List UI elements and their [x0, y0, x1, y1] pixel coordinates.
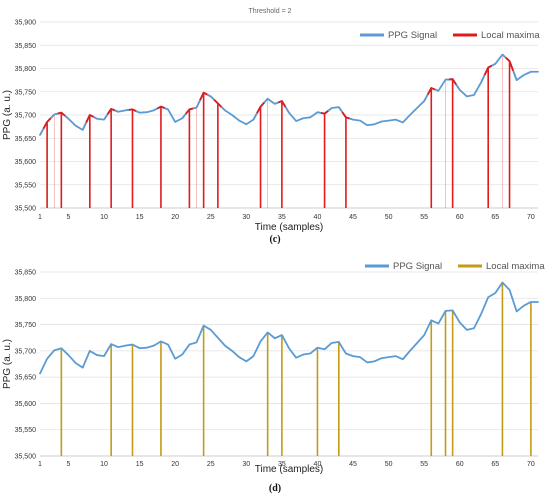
panel-caption: (d) [269, 483, 281, 494]
x-tick-label: 20 [171, 461, 179, 468]
legend-label-ppg: PPG Signal [393, 261, 442, 272]
x-tick-label: 35 [278, 461, 286, 468]
x-tick-label: 1 [38, 461, 42, 468]
y-tick-label: 35,850 [15, 43, 37, 50]
x-tick-label: 40 [314, 214, 322, 221]
y-tick-label: 35,600 [15, 401, 37, 408]
x-tick-label: 70 [527, 461, 535, 468]
local-maxima-segment [156, 105, 165, 110]
y-axis-label: PPG (a. u.) [2, 90, 13, 140]
y-tick-label: 35,750 [15, 322, 37, 329]
x-tick-label: 15 [136, 214, 144, 221]
y-tick-label: 35,700 [15, 348, 37, 355]
y-tick-label: 35,550 [15, 182, 37, 189]
x-tick-label: 65 [491, 214, 499, 221]
ppg-signal-line [39, 281, 539, 375]
local-maxima-segment [42, 117, 52, 129]
y-tick-label: 35,700 [15, 113, 37, 120]
local-maxima-segment [128, 108, 137, 112]
y-tick-label: 35,850 [15, 270, 37, 277]
legend-label-ppg: PPG Signal [388, 30, 437, 41]
x-tick-label: 1 [38, 214, 42, 221]
x-tick-label: 45 [349, 214, 357, 221]
x-tick-label: 55 [420, 461, 428, 468]
x-tick-label: 70 [527, 214, 535, 221]
x-tick-label: 5 [67, 461, 71, 468]
local-maxima-segment [483, 64, 493, 76]
local-maxima-segment [199, 91, 208, 101]
local-maxima-segment [320, 110, 329, 115]
y-tick-label: 35,800 [15, 296, 37, 303]
y-tick-label: 35,800 [15, 66, 37, 73]
local-maxima-segment [57, 111, 66, 117]
x-tick-label: 50 [385, 461, 393, 468]
panel-caption: (c) [269, 234, 280, 245]
x-tick-label: 15 [136, 461, 144, 468]
x-tick-label: 60 [456, 214, 464, 221]
chart-panel-c: 35,500 35,550 35,600 35,650 35,700 35,750 35,8… [2, 8, 540, 245]
y-tick-label: 35,650 [15, 375, 37, 382]
local-maxima-segment [256, 102, 265, 114]
x-tick-label: 55 [420, 214, 428, 221]
local-maxima-segment [505, 57, 514, 71]
x-tick-label: 45 [349, 461, 357, 468]
local-maxima-segment [277, 100, 287, 108]
x-tick-label: 50 [385, 214, 393, 221]
y-tick-label: 35,500 [15, 454, 37, 461]
y-axis-label: PPG (a. u.) [2, 339, 13, 389]
legend-label-maxima: Local maxima [481, 30, 540, 41]
legend: PPG Signal Local maxima [365, 261, 545, 272]
x-tick-label: 10 [100, 461, 108, 468]
threshold-annotation: Threshold = 2 [249, 8, 292, 15]
x-tick-label: 30 [242, 214, 250, 221]
y-tick-label: 35,550 [15, 427, 37, 434]
x-tick-label: 65 [491, 461, 499, 468]
y-tick-label: 35,650 [15, 136, 37, 143]
x-tick-label: 35 [278, 214, 286, 221]
legend: PPG Signal Local maxima [360, 30, 540, 41]
x-tick-label: 25 [207, 461, 215, 468]
x-tick-label: 10 [100, 214, 108, 221]
x-axis-label: Time (samples) [255, 464, 324, 475]
y-tick-label: 35,900 [15, 20, 37, 27]
y-tick-label: 35,600 [15, 159, 37, 166]
x-axis-label: Time (samples) [255, 222, 324, 233]
x-tick-label: 20 [171, 214, 179, 221]
y-tick-label: 35,750 [15, 89, 37, 96]
x-tick-label: 5 [67, 214, 71, 221]
local-maxima-segment [341, 111, 350, 120]
local-maxima-segment [106, 108, 116, 115]
local-maxima-segment [426, 87, 436, 95]
local-maxima-segment [449, 78, 457, 86]
x-tick-label: 40 [314, 461, 322, 468]
y-tick-label: 35,500 [15, 206, 37, 213]
ppg-signal-line [39, 53, 539, 136]
local-maxima-segment [213, 99, 223, 108]
x-tick-label: 60 [456, 461, 464, 468]
x-tick-label: 25 [207, 214, 215, 221]
legend-label-maxima: Local maxima [486, 261, 545, 272]
local-maxima-segment [85, 114, 94, 123]
x-tick-label: 30 [242, 461, 250, 468]
local-maxima-segment [185, 107, 194, 115]
chart-panel-d: 35,500 35,550 35,600 35,650 35,700 35,750 35,8… [2, 261, 545, 494]
